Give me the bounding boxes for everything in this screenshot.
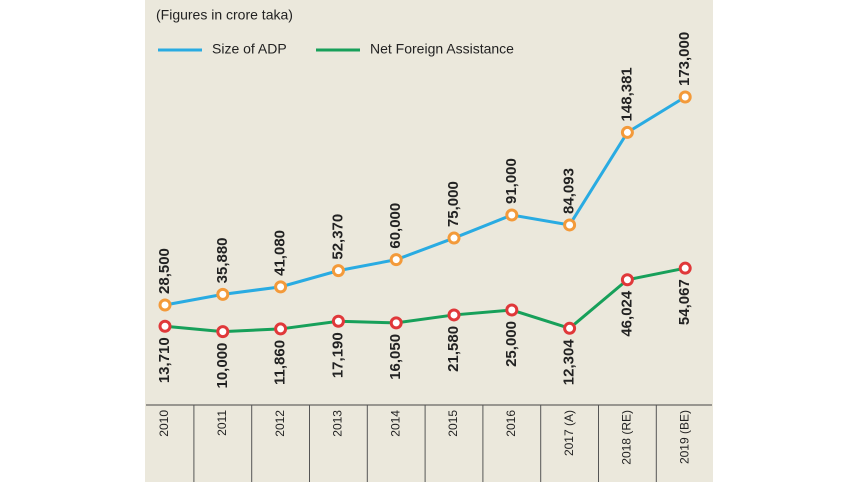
data-point (389, 253, 403, 267)
data-label: 25,000 (503, 321, 520, 367)
data-label: 54,067 (676, 279, 693, 325)
data-point (563, 321, 577, 335)
data-label: 60,000 (387, 203, 404, 249)
x-tick-label: 2010 (157, 410, 171, 437)
x-tick-label: 2012 (273, 410, 287, 437)
data-label: 16,050 (387, 334, 404, 380)
x-tick-label: 2019 (BE) (677, 410, 691, 464)
x-tick-label: 2018 (RE) (620, 410, 634, 465)
data-point (331, 264, 345, 278)
data-label: 91,000 (503, 158, 520, 204)
data-label: 17,190 (329, 332, 346, 378)
data-point (620, 125, 634, 139)
data-point (505, 208, 519, 222)
legend-label: Size of ADP (212, 41, 287, 57)
data-point (563, 218, 577, 232)
data-point (274, 322, 288, 336)
data-label: 13,710 (156, 337, 173, 383)
x-tick-label: 2016 (504, 410, 518, 437)
data-point (331, 314, 345, 328)
legend-label: Net Foreign Assistance (370, 41, 514, 57)
x-tick-label: 2011 (215, 410, 229, 436)
data-point (505, 303, 519, 317)
data-label: 28,500 (156, 248, 173, 294)
data-point (216, 325, 230, 339)
chart-note: (Figures in crore taka) (156, 7, 293, 23)
series-line (164, 266, 686, 334)
data-label: 12,304 (561, 339, 578, 386)
data-label: 35,880 (214, 237, 231, 283)
data-label: 84,093 (561, 168, 578, 214)
series-line (164, 95, 686, 307)
data-label: 41,080 (272, 230, 289, 276)
data-point (274, 280, 288, 294)
x-tick-label: 2017 (A) (562, 410, 576, 456)
data-label: 52,370 (329, 214, 346, 260)
data-label: 148,381 (618, 67, 635, 121)
data-point (678, 90, 692, 104)
data-label: 21,580 (445, 326, 462, 372)
data-point (447, 308, 461, 322)
data-label: 75,000 (445, 181, 462, 227)
data-point (158, 319, 172, 333)
x-tick-label: 2015 (446, 410, 460, 437)
data-point (620, 273, 634, 287)
data-point (389, 316, 403, 330)
x-tick-label: 2014 (388, 410, 402, 437)
data-point (447, 231, 461, 245)
data-point (158, 298, 172, 312)
data-point (678, 261, 692, 275)
data-label: 10,000 (214, 343, 231, 389)
chart-background (145, 0, 713, 482)
data-point (216, 287, 230, 301)
data-label: 173,000 (676, 32, 693, 86)
data-label: 46,024 (618, 290, 635, 337)
data-label: 11,860 (272, 340, 289, 385)
x-tick-label: 2013 (331, 410, 345, 437)
